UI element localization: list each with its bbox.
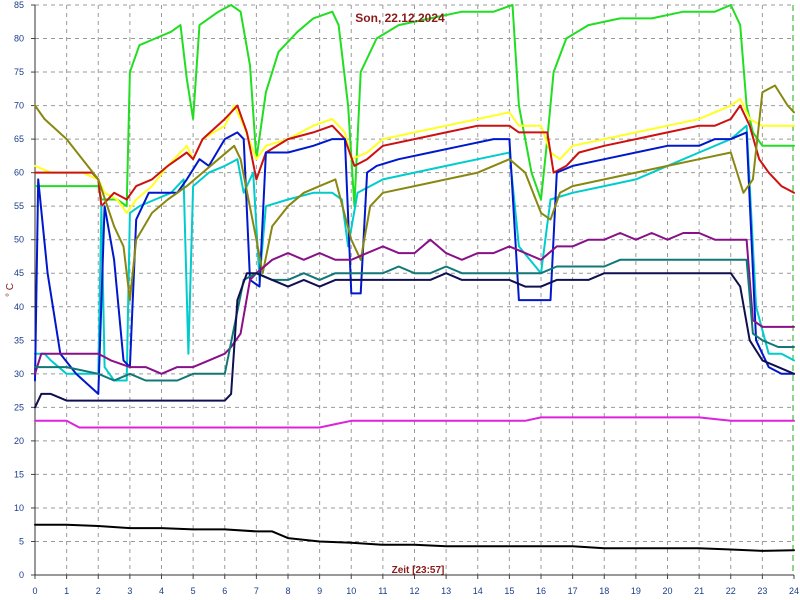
y-tick-label: 20 (14, 436, 24, 446)
y-tick-label: 5 (19, 536, 24, 546)
x-tick-label: 11 (378, 586, 387, 596)
y-tick-label: 60 (14, 168, 24, 178)
x-tick-label: 19 (631, 586, 641, 596)
x-tick-label: 2 (96, 586, 101, 596)
y-tick-label: 15 (14, 469, 24, 479)
x-tick-label: 13 (441, 586, 451, 596)
chart-title: Son, 22.12.2024 (355, 11, 445, 25)
y-tick-label: 50 (14, 235, 24, 245)
x-tick-label: 16 (536, 586, 546, 596)
y-tick-label: 35 (14, 335, 24, 345)
axes (31, 4, 795, 579)
x-tick-label: 6 (222, 586, 227, 596)
series-line-5 (34, 131, 795, 395)
x-tick-label: 5 (191, 586, 196, 596)
x-tick-label: 21 (694, 586, 704, 596)
y-tick-label: 30 (14, 369, 24, 379)
x-tick-label: 12 (409, 586, 419, 596)
series-lines (34, 4, 795, 552)
series-line-4 (34, 124, 795, 382)
x-tick-label: 10 (346, 586, 356, 596)
series-line-9 (34, 272, 795, 409)
x-tick-label: 8 (285, 586, 290, 596)
x-tick-label: 0 (32, 586, 37, 596)
y-tick-label: 10 (14, 503, 24, 513)
series-line-10 (34, 416, 795, 429)
x-tick-label: 1 (64, 586, 69, 596)
y-tick-label: 55 (14, 201, 24, 211)
y-tick-label: 40 (14, 302, 24, 312)
y-tick-label: 0 (19, 570, 24, 580)
x-tick-label: 22 (726, 586, 736, 596)
x-tick-label: 14 (473, 586, 483, 596)
x-tick-labels: 0 1 2 3 4 5 6 7 8 9 10 11 12 13 14 15 16 17 18 19 20 21 22 23 24 (32, 586, 799, 596)
y-tick-label: 80 (14, 34, 24, 44)
x-tick-label: 15 (504, 586, 514, 596)
y-tick-label: 70 (14, 101, 24, 111)
y-tick-labels: 0 5 10 15 20 25 30 35 40 45 50 55 60 65 70 75 80 85 (14, 0, 24, 580)
x-tick-label: 20 (662, 586, 672, 596)
x-tick-label: 9 (317, 586, 322, 596)
series-line-11 (34, 523, 795, 552)
series-line-6 (34, 84, 795, 302)
y-tick-label: 25 (14, 402, 24, 412)
x-tick-label: 23 (757, 586, 767, 596)
y-tick-label: 75 (14, 67, 24, 77)
x-tick-label: 17 (568, 586, 578, 596)
x-axis-title: Zeit [23:57] (392, 565, 445, 576)
y-tick-label: 65 (14, 134, 24, 144)
x-tick-label: 7 (254, 586, 259, 596)
series-line-7 (34, 232, 795, 375)
series-line-3 (34, 104, 795, 208)
y-axis-title: ° C (5, 283, 16, 297)
x-tick-label: 3 (127, 586, 132, 596)
series-line-8 (34, 258, 795, 382)
y-tick-label: 85 (14, 0, 24, 10)
x-tick-label: 4 (159, 586, 164, 596)
y-tick-label: 45 (14, 268, 24, 278)
x-tick-label: 18 (599, 586, 609, 596)
x-tick-label: 24 (789, 586, 799, 596)
